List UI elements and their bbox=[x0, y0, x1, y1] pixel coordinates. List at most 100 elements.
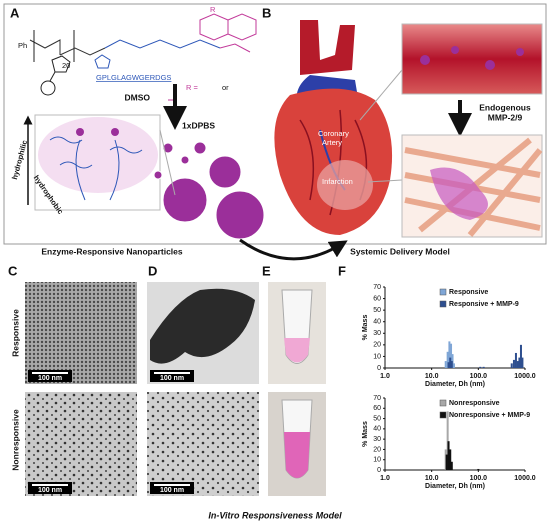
y-tick-label: 40 bbox=[373, 426, 381, 433]
bar bbox=[514, 352, 517, 368]
enzyme-label: MMP-2/9 bbox=[488, 112, 523, 122]
y-axis-title: % Mass bbox=[362, 315, 369, 341]
bar bbox=[519, 344, 522, 368]
y-tick-label: 70 bbox=[373, 395, 381, 402]
legend-swatch bbox=[439, 399, 447, 407]
anatomy-label: Artery bbox=[322, 138, 342, 147]
y-tick-label: 10 bbox=[373, 353, 381, 360]
zoom-line bbox=[159, 129, 176, 196]
scale-label: 100 nm bbox=[38, 375, 62, 382]
row-label: Nonresponsive bbox=[10, 409, 20, 471]
y-tick-label: 50 bbox=[373, 415, 381, 422]
bar bbox=[446, 411, 449, 470]
bar bbox=[449, 357, 452, 368]
panel-label: A bbox=[10, 5, 20, 20]
panel-caption: Enzyme-Responsive Nanoparticles bbox=[41, 246, 183, 256]
solvent-label: DMSO bbox=[125, 92, 151, 102]
nanoparticles bbox=[153, 141, 265, 240]
bar bbox=[449, 449, 452, 470]
bar bbox=[445, 454, 448, 470]
end-group: Ph bbox=[18, 41, 27, 50]
legend-swatch bbox=[439, 300, 447, 308]
polymer-chains bbox=[49, 136, 143, 201]
bar bbox=[450, 461, 453, 470]
legend-swatch bbox=[439, 288, 447, 296]
row-label: Responsive bbox=[10, 309, 20, 357]
tem-image bbox=[147, 392, 259, 496]
zoom-line bbox=[359, 69, 403, 121]
scale-label: 100 nm bbox=[38, 487, 62, 494]
scale-bars bbox=[28, 370, 194, 494]
anatomy-label: Infarction bbox=[322, 177, 353, 186]
bar bbox=[450, 343, 453, 368]
micelle-cloud bbox=[38, 117, 158, 193]
delivery-arrow bbox=[239, 238, 348, 261]
aggregate bbox=[150, 288, 255, 364]
figure-footer: In-Vitro Responsiveness Model bbox=[208, 510, 342, 520]
x-axis-title: Diameter, Dh (nm) bbox=[425, 381, 485, 388]
x-tick-label: 100.0 bbox=[470, 373, 488, 380]
y-tick-label: 60 bbox=[373, 295, 381, 302]
y-tick-label: 40 bbox=[373, 319, 381, 326]
dye bbox=[111, 128, 119, 136]
or-text: or bbox=[222, 83, 229, 92]
r-group: R bbox=[210, 5, 216, 14]
bar bbox=[512, 359, 515, 368]
tem-image bbox=[25, 282, 137, 384]
axis-note: hydrophilic bbox=[10, 139, 29, 180]
y-tick-label: 70 bbox=[373, 284, 381, 291]
y-tick-label: 10 bbox=[373, 457, 381, 464]
bar bbox=[516, 361, 519, 368]
peptide-sequence: GPLGLAGWGERDGS bbox=[96, 73, 171, 82]
bar bbox=[446, 351, 449, 368]
bar bbox=[510, 363, 513, 368]
bar bbox=[518, 357, 521, 368]
enzyme-label: Endogenous bbox=[479, 102, 531, 112]
particle-accumulation bbox=[430, 167, 488, 220]
bar bbox=[447, 362, 450, 368]
bar bbox=[521, 357, 524, 368]
vessel-particles bbox=[420, 46, 524, 70]
panel-label: C bbox=[8, 263, 18, 278]
heart-illustration bbox=[274, 20, 393, 235]
panel-label: D bbox=[148, 263, 157, 278]
x-tick-label: 1000.0 bbox=[514, 373, 536, 380]
vial-photo bbox=[268, 282, 326, 496]
top-frame bbox=[3, 3, 547, 245]
panel-label: F bbox=[338, 263, 346, 278]
y-tick-label: 60 bbox=[373, 405, 381, 412]
solvent-label: 1xDPBS bbox=[182, 120, 215, 130]
bar bbox=[452, 363, 455, 368]
panel-label: E bbox=[262, 263, 271, 278]
y-tick-label: 30 bbox=[373, 330, 381, 337]
y-tick-label: 20 bbox=[373, 446, 381, 453]
x-tick-label: 10.0 bbox=[425, 373, 439, 380]
x-tick-label: 100.0 bbox=[470, 475, 488, 482]
subscript: 20 bbox=[62, 61, 70, 70]
bar bbox=[477, 468, 480, 470]
anatomy-label: Coronary bbox=[318, 129, 349, 138]
scale-label: 100 nm bbox=[160, 487, 184, 494]
bar bbox=[447, 441, 450, 470]
x-tick-label: 10.0 bbox=[425, 475, 439, 482]
x-tick-label: 1.0 bbox=[380, 373, 390, 380]
r-definition: R = bbox=[186, 83, 199, 92]
y-tick-label: 0 bbox=[377, 365, 381, 372]
x-tick-label: 1000.0 bbox=[514, 475, 536, 482]
legend-label: Responsive bbox=[449, 289, 488, 296]
legend-label: Nonresponsive + MMP-9 bbox=[449, 412, 530, 419]
legend-swatch bbox=[439, 411, 447, 419]
bar bbox=[450, 361, 453, 368]
bar bbox=[444, 361, 447, 368]
bar bbox=[448, 341, 451, 368]
y-tick-label: 20 bbox=[373, 342, 381, 349]
y-tick-label: 50 bbox=[373, 307, 381, 314]
dye bbox=[76, 128, 84, 136]
panel-label: B bbox=[262, 5, 271, 20]
tem-image bbox=[25, 392, 137, 496]
x-tick-label: 1.0 bbox=[380, 475, 390, 482]
legend-label: Nonresponsive bbox=[449, 400, 500, 407]
y-axis-title: % Mass bbox=[362, 421, 369, 447]
y-tick-label: 0 bbox=[377, 467, 381, 474]
